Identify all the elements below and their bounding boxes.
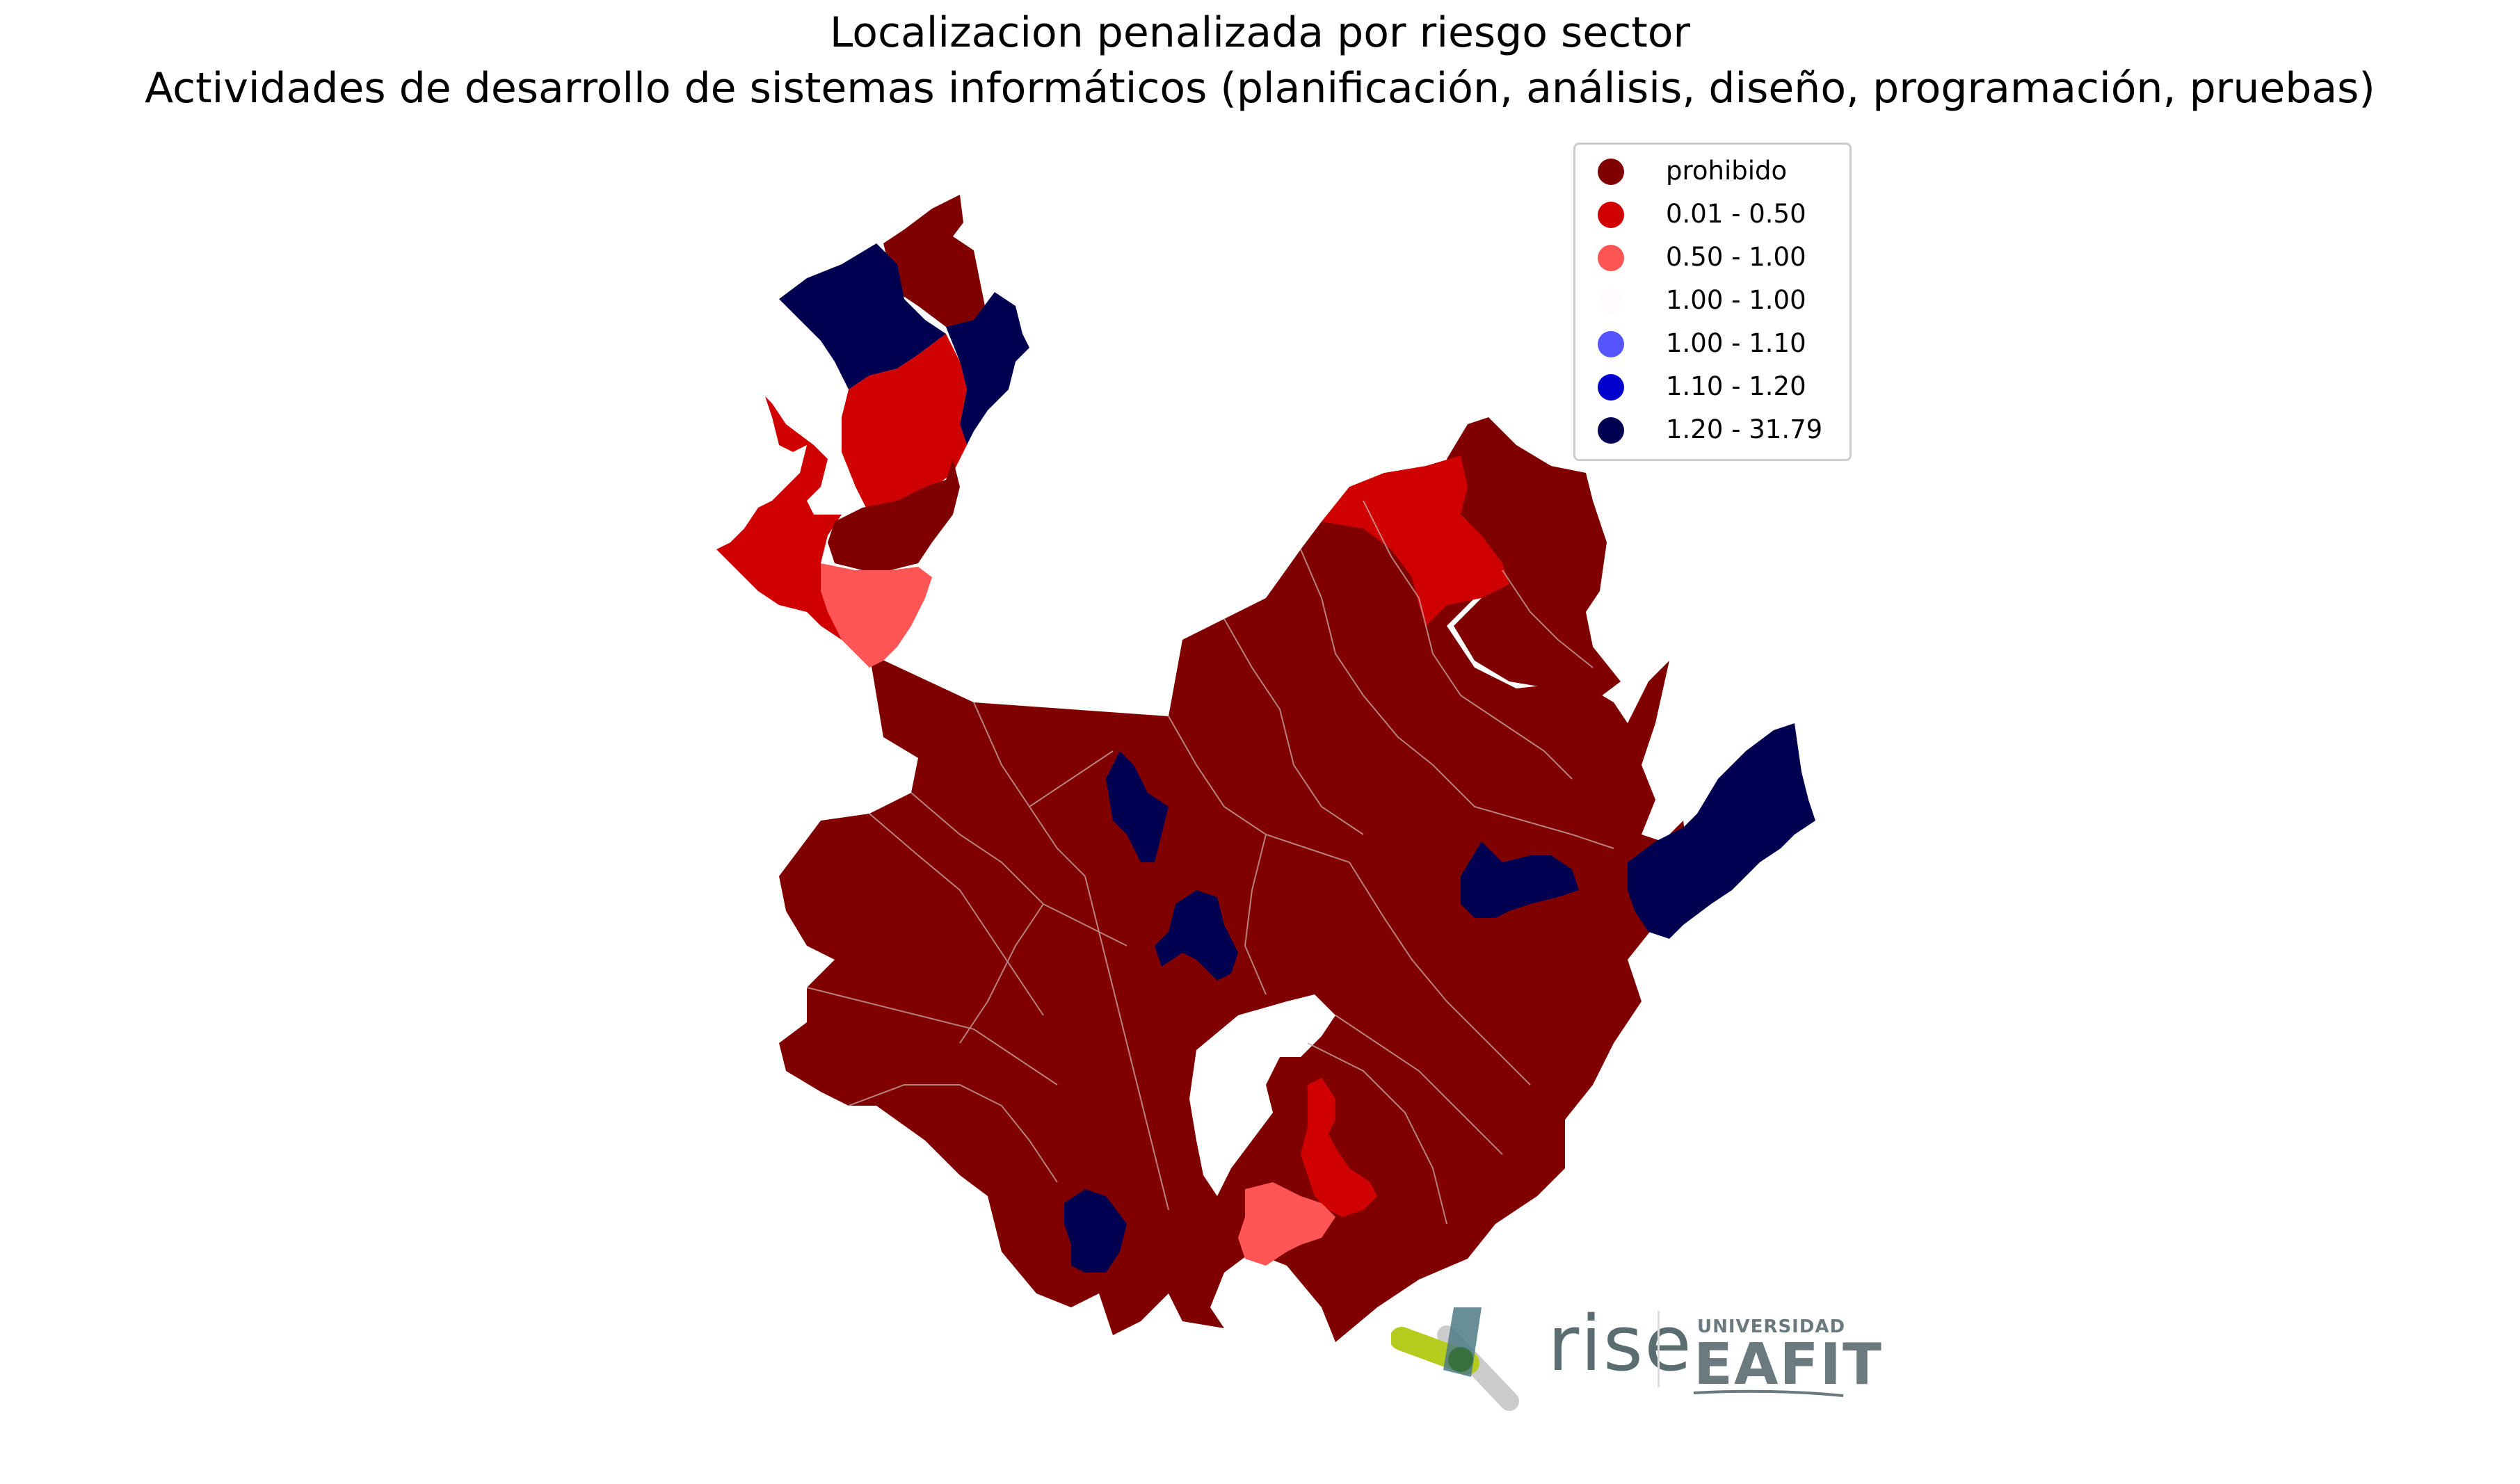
region-navy-east-center [1461, 841, 1579, 918]
rise-logo-text: rise [1548, 1299, 1693, 1388]
eafit-underline-icon [1694, 1389, 1844, 1397]
legend-dot [1598, 245, 1624, 271]
legend-item-5: 1.10 - 1.20 [1575, 364, 1849, 408]
universidad-label: UNIVERSIDAD [1697, 1316, 1846, 1337]
region-red-north [1322, 455, 1509, 626]
legend-label: prohibido [1666, 156, 1788, 186]
region-navy-center [1155, 890, 1238, 981]
legend-label: 1.10 - 1.20 [1666, 371, 1806, 401]
legend-item-2: 0.50 - 1.00 [1575, 235, 1849, 278]
legend-dot [1598, 202, 1624, 228]
legend-label: 1.00 - 1.10 [1666, 328, 1806, 358]
legend-dot [1598, 159, 1624, 185]
region-uraba-navy-east [946, 292, 1029, 445]
legend-item-6: 1.20 - 31.79 [1575, 408, 1849, 451]
eafit-logo-text: EAFIT [1694, 1332, 1883, 1398]
municipal-boundaries [806, 500, 1614, 1225]
map-title: Localizacion penalizada por riesgo secto… [829, 8, 1691, 57]
legend-label: 1.00 - 1.00 [1666, 285, 1806, 315]
region-navy-east [1628, 723, 1815, 939]
region-uraba-navy-west [779, 243, 946, 389]
legend-item-4: 1.00 - 1.10 [1575, 321, 1849, 364]
region-unmapped [1189, 994, 1335, 1196]
region-northeast [1447, 417, 1621, 702]
map-subtitle: Actividades de desarrollo de sistemas in… [145, 64, 2375, 113]
region-navy-center-north [1106, 751, 1169, 862]
region-light-south [1238, 1182, 1335, 1266]
legend-item-prohibido: prohibido [1575, 149, 1849, 192]
legend-dot [1598, 288, 1624, 314]
legend-item-3: 1.00 - 1.00 [1575, 278, 1849, 321]
legend: prohibido 0.01 - 0.50 0.50 - 1.00 1.00 -… [1573, 143, 1852, 461]
legend-label: 0.01 - 0.50 [1666, 199, 1806, 229]
region-uraba-coast-red [716, 396, 883, 654]
region-uraba-north [883, 195, 988, 334]
region-uraba-light [821, 563, 932, 668]
legend-label: 1.20 - 31.79 [1666, 414, 1823, 444]
legend-dot [1598, 374, 1624, 401]
legend-dot [1598, 331, 1624, 357]
region-uraba-mid [828, 459, 960, 570]
legend-item-1: 0.01 - 0.50 [1575, 192, 1849, 235]
legend-dot [1598, 417, 1624, 444]
rise-logo-mark [1391, 1307, 1519, 1411]
region-navy-southwest [1064, 1189, 1127, 1273]
logo-divider [1658, 1311, 1660, 1387]
region-uraba-red [842, 334, 967, 515]
legend-label: 0.50 - 1.00 [1666, 242, 1806, 272]
region-red-south [1301, 1078, 1377, 1217]
